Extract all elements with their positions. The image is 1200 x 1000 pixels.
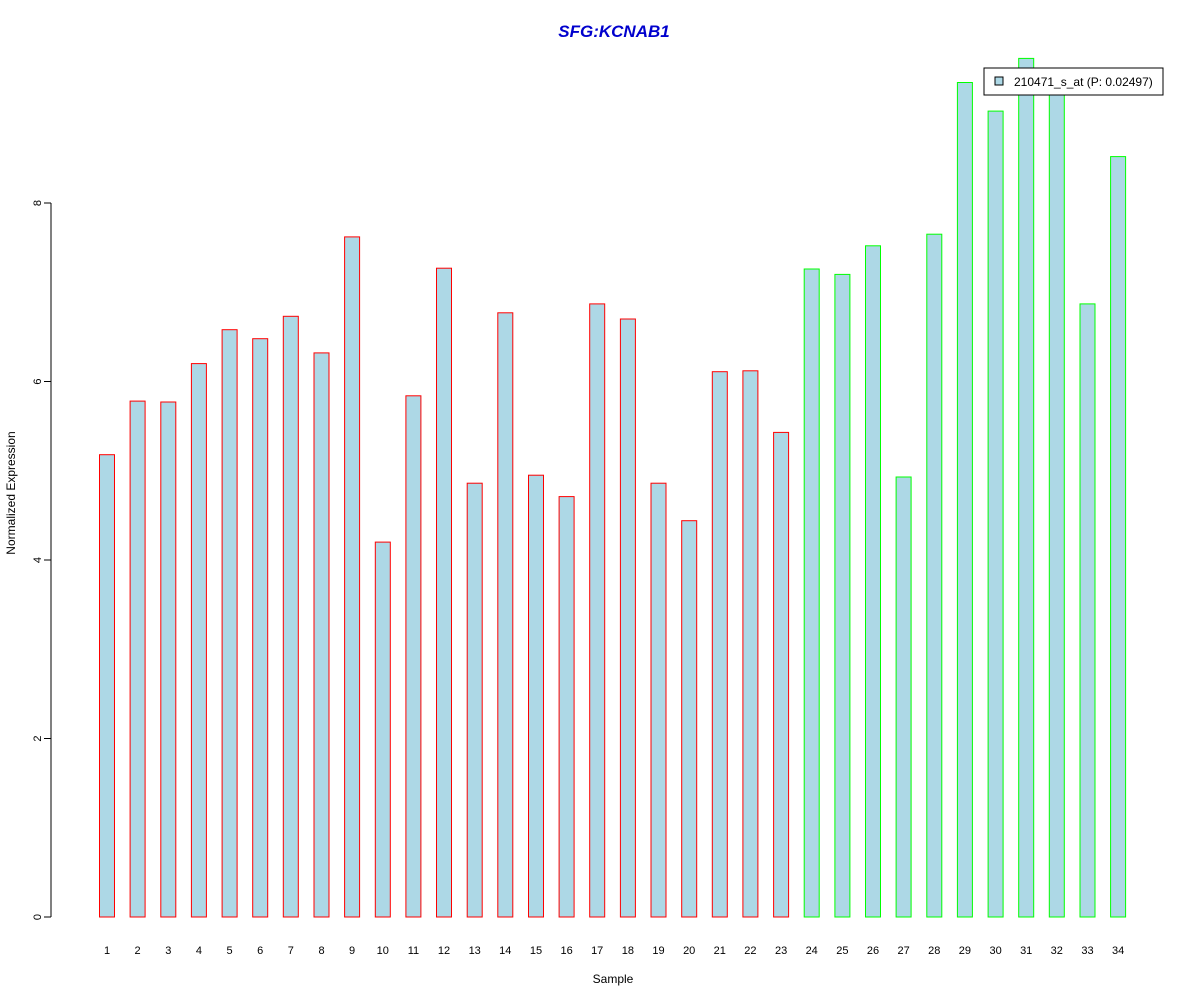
- bar-sample-30: [987, 110, 1004, 918]
- x-tick-label: 23: [775, 945, 787, 957]
- bar-sample-21: [711, 371, 728, 918]
- bar-sample-1: [99, 454, 115, 918]
- bar-sample-27: [895, 476, 912, 918]
- x-tick-label: 22: [744, 945, 756, 957]
- bar-sample-5: [221, 329, 238, 918]
- bar-sample-25: [834, 273, 851, 918]
- x-tick-label: 14: [499, 945, 511, 957]
- bar-sample-28: [926, 233, 943, 918]
- legend-label: 210471_s_at (P: 0.02497): [1014, 75, 1153, 89]
- x-tick-label: 27: [897, 945, 909, 957]
- bar-sample-14: [497, 312, 514, 918]
- x-tick-label: 11: [408, 945, 419, 957]
- bar-sample-7: [282, 315, 299, 918]
- x-tick-label: 19: [652, 945, 664, 957]
- x-tick-label: 3: [165, 945, 171, 957]
- bar-sample-32: [1048, 89, 1065, 918]
- y-tick-label: 4: [32, 557, 44, 563]
- y-axis: 0 2 4 6 8: [32, 200, 52, 920]
- x-tick-label: 25: [836, 945, 848, 957]
- bar-sample-24: [803, 268, 820, 918]
- bar-sample-33: [1079, 303, 1096, 918]
- bar-sample-23: [773, 431, 790, 918]
- y-tick-label: 8: [32, 200, 44, 206]
- x-tick-label: 21: [714, 945, 726, 957]
- x-tick-label: 24: [806, 945, 818, 957]
- bar-sample-18: [619, 318, 636, 918]
- bar-sample-26: [865, 245, 881, 918]
- bar-sample-2: [129, 400, 146, 918]
- x-tick-label: 18: [622, 945, 634, 957]
- bar-sample-9: [344, 236, 361, 918]
- x-tick-label: 7: [288, 945, 294, 957]
- x-tick-label: 26: [867, 945, 879, 957]
- bar-sample-29: [956, 82, 973, 918]
- y-axis-label: Normalized Expression: [4, 431, 18, 554]
- bar-sample-20: [681, 520, 698, 918]
- x-tick-label: 6: [257, 945, 263, 957]
- legend-swatch: [994, 76, 1004, 86]
- x-tick-label: 12: [438, 945, 450, 957]
- x-tick-label: 34: [1112, 945, 1124, 957]
- bar-sample-11: [405, 395, 422, 918]
- bar-sample-10: [374, 541, 391, 918]
- y-tick-label: 6: [32, 378, 44, 384]
- x-tick-label: 2: [135, 945, 141, 957]
- x-tick-label: 29: [959, 945, 971, 957]
- x-tick-label: 4: [196, 945, 202, 957]
- x-tick-label: 1: [104, 945, 110, 957]
- x-tick-label: 5: [227, 945, 233, 957]
- x-tick-label: 13: [469, 945, 481, 957]
- bar-sample-13: [466, 482, 483, 918]
- x-tick-label: 16: [560, 945, 572, 957]
- x-tick-label: 32: [1051, 945, 1063, 957]
- x-tick-label: 8: [318, 945, 324, 957]
- y-tick-label: 2: [32, 735, 44, 741]
- legend: 210471_s_at (P: 0.02497): [983, 67, 1164, 96]
- x-axis-label: Sample: [593, 972, 634, 986]
- legend-box: [983, 67, 1164, 96]
- x-tick-label: 10: [377, 945, 389, 957]
- bar-sample-8: [313, 352, 330, 918]
- x-tick-label: 17: [591, 945, 603, 957]
- x-tick-label: 33: [1081, 945, 1093, 957]
- x-tick-label: 20: [683, 945, 695, 957]
- x-tick-labels: 1 2 3 4 5 6 7 8 9 10 11 12 13 14 15 16 17 18 19 20 21 22 23 24 2…: [104, 945, 1124, 957]
- bar-sample-16: [558, 496, 575, 918]
- bar-sample-15: [528, 474, 544, 918]
- bars-group: [99, 57, 1127, 918]
- bar-sample-4: [190, 363, 207, 918]
- bar-sample-22: [742, 370, 759, 918]
- x-tick-label: 28: [928, 945, 940, 957]
- x-tick-label: 30: [989, 945, 1001, 957]
- bar-sample-6: [252, 338, 269, 918]
- bar-sample-12: [436, 267, 452, 918]
- bar-sample-31: [1018, 57, 1035, 918]
- bar-sample-17: [589, 303, 606, 918]
- x-tick-label: 9: [349, 945, 355, 957]
- x-tick-label: 31: [1020, 945, 1032, 957]
- x-tick-label: 15: [530, 945, 542, 957]
- chart-title: SFG:KCNAB1: [558, 22, 669, 41]
- bar-sample-19: [650, 482, 667, 918]
- bar-sample-34: [1110, 156, 1127, 918]
- y-tick-label: 0: [32, 914, 44, 920]
- bar-sample-3: [160, 401, 177, 918]
